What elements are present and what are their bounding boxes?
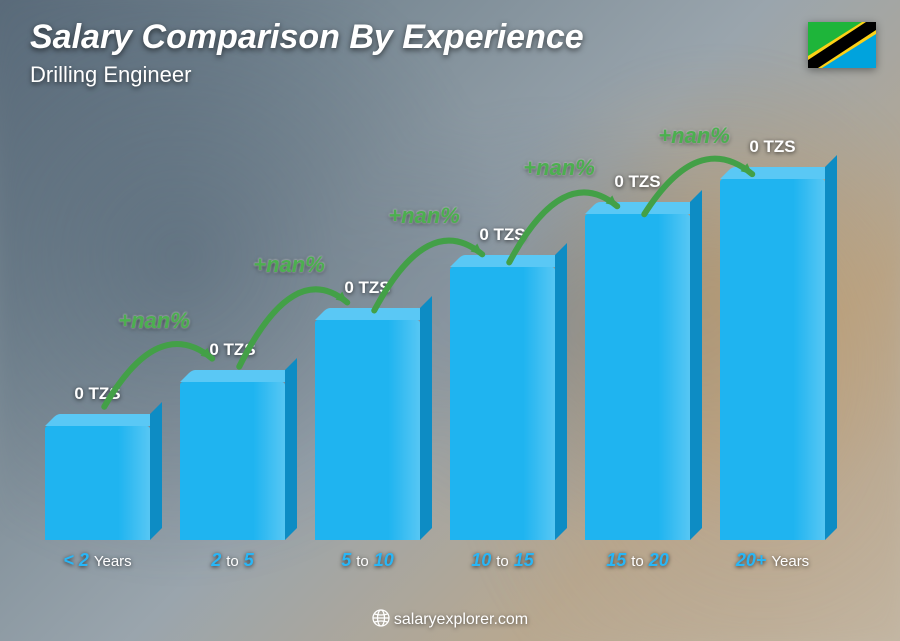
category-label: 2 to 5 [211,550,254,571]
delta-label: +nan% [523,155,595,181]
bar-value-label: 0 TZS [344,278,390,298]
delta-label: +nan% [118,308,190,334]
footer-attribution: salaryexplorer.com [0,609,900,629]
delta-label: +nan% [253,252,325,278]
bar [585,214,690,540]
bar-value-label: 0 TZS [614,172,660,192]
chart-subtitle: Drilling Engineer [30,62,191,88]
category-label: 15 to 20 [606,550,669,571]
category-label: 5 to 10 [341,550,394,571]
chart-plot-area: 0 TZS< 2 Years0 TZS2 to 50 TZS5 to 100 T… [30,100,840,571]
bar-value-label: 0 TZS [209,340,255,360]
chart-title: Salary Comparison By Experience [30,18,584,57]
bar-column: 0 TZS 2 to 5 [165,100,300,571]
country-flag-icon [808,22,876,68]
bar [720,179,825,540]
bar [315,320,420,540]
delta-label: +nan% [388,203,460,229]
bar [45,426,150,540]
bar-column: 0 TZS 5 to 10 [300,100,435,571]
delta-label: +nan% [658,123,730,149]
globe-icon [372,609,390,627]
bar [450,267,555,540]
category-label: 20+ Years [736,550,809,571]
bar-column: 0 TZS < 2 Years [30,100,165,571]
bar-value-label: 0 TZS [479,225,525,245]
footer-text: salaryexplorer.com [394,611,528,628]
chart-container: Salary Comparison By Experience Drilling… [0,0,900,641]
category-label: < 2 Years [63,550,131,571]
bar-column: 0 TZS 20+ Years [705,100,840,571]
category-label: 10 to 15 [471,550,534,571]
bar-wrapper: 0 TZS [300,100,435,540]
bar-wrapper: 0 TZS [705,100,840,540]
bar-value-label: 0 TZS [749,137,795,157]
bar [180,382,285,540]
bar-value-label: 0 TZS [74,384,120,404]
